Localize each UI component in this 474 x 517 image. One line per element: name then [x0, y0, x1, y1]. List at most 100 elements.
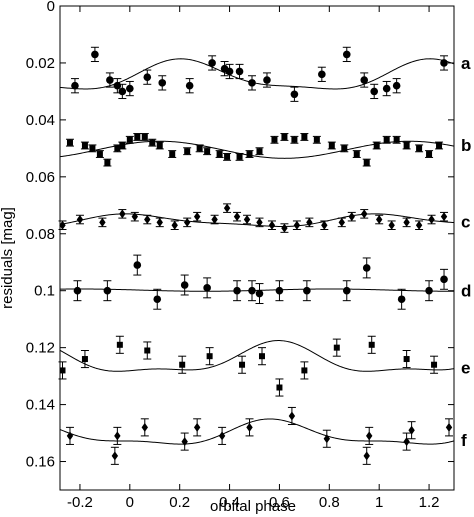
series-a: a: [59, 46, 471, 102]
square-marker: [119, 142, 126, 149]
diamond-marker: [338, 217, 345, 227]
data-point-a-9: [208, 55, 217, 71]
series-label-b: b: [461, 136, 471, 155]
square-marker: [353, 151, 360, 158]
data-point-e-4: [178, 355, 187, 374]
data-point-d-2: [133, 254, 142, 276]
diamond-marker: [99, 217, 106, 227]
data-point-a-19: [370, 83, 379, 100]
data-point-c-9: [193, 211, 202, 222]
diamond-marker: [66, 431, 74, 441]
data-point-c-7: [170, 220, 179, 230]
data-point-f-13: [407, 421, 416, 440]
data-point-d-6: [233, 280, 242, 302]
circle-marker: [425, 286, 433, 295]
data-point-b-1: [80, 141, 89, 150]
data-point-b-20: [255, 147, 264, 156]
diamond-marker: [114, 431, 121, 441]
square-marker: [144, 347, 151, 354]
data-point-d-10: [302, 280, 311, 302]
series-label-c: c: [461, 213, 470, 232]
diamond-marker: [223, 203, 231, 213]
diamond-marker: [181, 437, 188, 447]
square-marker: [341, 145, 348, 152]
data-point-b-0: [65, 138, 74, 147]
data-point-a-11: [225, 63, 234, 80]
circle-marker: [91, 50, 99, 59]
data-point-c-24: [387, 220, 396, 230]
fit-curve-f: [59, 418, 455, 445]
data-point-f-5: [193, 418, 202, 437]
data-point-c-2: [98, 217, 107, 228]
data-point-e-1: [80, 349, 89, 369]
diamond-marker: [293, 220, 301, 230]
square-marker: [403, 356, 410, 363]
data-point-e-7: [257, 347, 266, 366]
circle-marker: [248, 79, 256, 87]
data-point-d-0: [73, 280, 82, 302]
data-point-c-13: [243, 214, 252, 225]
data-point-b-4: [103, 158, 112, 167]
square-marker: [141, 133, 148, 140]
square-marker: [216, 151, 223, 158]
diamond-marker: [323, 434, 331, 444]
circle-marker: [133, 261, 142, 269]
circle-marker: [397, 295, 406, 304]
data-point-b-28: [352, 150, 361, 158]
x-axis-title: orbital phase: [210, 498, 296, 515]
series-label-d: d: [461, 281, 471, 300]
y-tick-label: 0.16: [26, 454, 55, 471]
diamond-marker: [428, 215, 435, 225]
square-marker: [239, 361, 246, 368]
circle-marker: [126, 84, 134, 93]
data-point-f-3: [140, 418, 149, 437]
circle-marker: [290, 90, 299, 99]
diamond-marker: [76, 215, 84, 225]
x-tick-label: 1.2: [419, 494, 440, 511]
data-point-c-14: [255, 217, 264, 228]
fit-curve-e: [59, 340, 455, 372]
diamond-marker: [306, 217, 313, 227]
diamond-marker: [321, 220, 328, 230]
square-marker: [246, 151, 253, 158]
data-point-a-2: [105, 72, 114, 88]
data-point-f-8: [287, 406, 296, 426]
diamond-marker: [144, 215, 151, 225]
y-tick-label: 0.1: [34, 283, 55, 300]
data-point-c-23: [375, 214, 384, 225]
data-point-f-1: [110, 446, 119, 465]
series-c: c: [58, 203, 470, 233]
square-marker: [59, 367, 66, 374]
data-point-c-22: [360, 209, 369, 219]
data-point-c-18: [305, 217, 314, 228]
square-marker: [149, 139, 156, 146]
circle-marker: [203, 284, 211, 292]
circle-marker: [143, 73, 152, 81]
square-marker: [271, 136, 278, 143]
diamond-marker: [171, 220, 178, 230]
data-point-e-13: [430, 355, 439, 374]
data-point-c-11: [223, 203, 232, 213]
data-point-f-11: [365, 426, 374, 445]
x-tick-label: 0: [126, 494, 134, 511]
y-tick-label: 0.12: [26, 340, 55, 357]
square-marker: [126, 136, 133, 143]
data-point-b-11: [155, 141, 164, 150]
data-point-a-13: [248, 75, 257, 91]
square-marker: [258, 353, 265, 360]
data-point-b-24: [300, 133, 309, 141]
diamond-marker: [388, 220, 395, 230]
y-tick-label: 0.02: [26, 55, 55, 72]
square-marker: [204, 148, 211, 155]
data-point-f-12: [402, 432, 411, 451]
data-point-b-30: [372, 141, 381, 150]
data-point-c-12: [233, 211, 242, 222]
data-point-a-15: [290, 86, 299, 102]
circle-marker: [303, 286, 311, 295]
circle-marker: [362, 264, 371, 272]
diamond-marker: [256, 217, 263, 227]
diamond-marker: [59, 220, 66, 230]
data-point-c-16: [280, 223, 289, 233]
square-marker: [373, 142, 380, 149]
